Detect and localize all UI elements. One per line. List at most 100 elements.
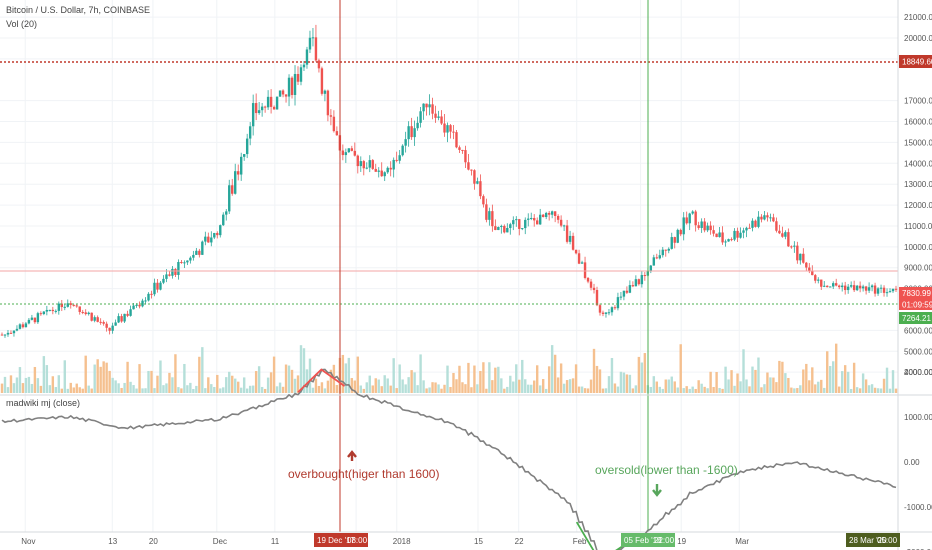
volume-bar — [826, 351, 829, 393]
candle-body — [386, 167, 389, 173]
volume-bar — [855, 387, 859, 393]
candle-body — [54, 310, 58, 312]
high-level-tag: 18849.60 — [902, 58, 932, 67]
candle-body — [204, 236, 207, 242]
candle-body — [673, 237, 676, 243]
price-tick-label: 6000.00 — [904, 326, 932, 335]
volume-bar — [858, 388, 862, 393]
volume-bar — [467, 362, 470, 393]
volume-bar — [78, 387, 81, 393]
candle-body — [245, 138, 249, 155]
volume-bar — [787, 377, 790, 393]
volume-bar — [715, 371, 718, 393]
candle-body — [48, 309, 52, 311]
volume-bar — [362, 388, 365, 393]
volume-bar — [213, 387, 216, 393]
candle-body — [533, 217, 536, 221]
overbought-annotation: overbought(higer than 1600) — [288, 467, 439, 481]
volume-bar — [449, 386, 452, 393]
volume-bar — [652, 376, 656, 393]
candle-body — [377, 170, 380, 172]
candle-body — [829, 286, 832, 288]
candle-body — [832, 283, 835, 287]
volume-bar — [108, 370, 111, 393]
candle-body — [757, 216, 760, 227]
candle-body — [491, 211, 494, 227]
candle-body — [275, 96, 279, 110]
volume-bar — [643, 353, 647, 393]
candle-body — [293, 73, 297, 95]
volume-bar — [269, 372, 273, 393]
volume-bar — [386, 378, 389, 393]
volume-bar — [27, 376, 31, 393]
candle-body — [691, 211, 694, 214]
candle-body — [234, 171, 237, 194]
volume-bar — [335, 385, 339, 393]
cursor-top-date: 19 Dec '17 — [317, 536, 356, 545]
volume-bar — [685, 386, 688, 393]
time-tick-label: 2018 — [393, 537, 411, 546]
volume-bar — [565, 380, 569, 393]
volume-bar — [18, 367, 22, 393]
candle-body — [799, 253, 802, 261]
volume-bar — [171, 377, 174, 393]
candle-body — [359, 161, 362, 167]
candle-body — [419, 111, 422, 123]
volume-bar — [290, 369, 294, 393]
candle-body — [410, 126, 413, 138]
volume-bar — [547, 366, 551, 393]
volume-bar — [742, 349, 745, 393]
candle-body — [425, 103, 428, 108]
candle-body — [350, 148, 354, 151]
candle-body — [763, 215, 766, 220]
volume-bar — [153, 388, 156, 393]
volume-bar — [736, 373, 739, 393]
candle-body — [661, 249, 664, 256]
volume-bar — [553, 354, 557, 393]
candle-body — [470, 169, 473, 171]
volume-bar — [254, 371, 258, 393]
oscillator-line — [1, 368, 897, 550]
candle-body — [607, 312, 611, 314]
volume-bar — [380, 386, 383, 393]
candle-body — [365, 167, 368, 169]
candle-body — [108, 327, 111, 331]
candle-body — [440, 116, 443, 124]
volume-bar — [129, 381, 132, 393]
candle-body — [622, 290, 626, 297]
volume-bar — [416, 385, 419, 393]
candle-body — [565, 225, 569, 242]
volume-bar — [458, 365, 461, 393]
time-tick-label: Dec — [213, 537, 227, 546]
volume-bar — [90, 388, 93, 393]
candle-body — [604, 312, 608, 314]
indicator-axis[interactable]: 2000.00 1000.00 0.00 -1000.00 -2000.00 — [904, 368, 932, 550]
volume-bar — [559, 363, 563, 393]
volume-bar — [700, 383, 703, 393]
volume-bar — [440, 388, 443, 393]
volume-bar — [216, 374, 219, 393]
time-tick-label: 22 — [515, 537, 524, 546]
volume-bar — [30, 383, 34, 393]
candle-body — [688, 213, 691, 224]
volume-bar — [198, 356, 201, 393]
candle-body — [201, 241, 204, 255]
volume-bar — [628, 374, 632, 393]
candle-body — [864, 286, 868, 291]
candle-body — [882, 287, 886, 293]
last-bar-date: 28 Mar '20 — [849, 536, 887, 545]
volume-bar — [667, 379, 670, 393]
candle-body — [849, 285, 853, 287]
candle-body — [66, 303, 69, 307]
candle-body — [694, 211, 697, 226]
candle-body — [287, 77, 291, 97]
volume-bar — [852, 362, 856, 393]
candle-body — [530, 217, 533, 219]
candle-body — [305, 49, 309, 65]
volume-bar — [48, 385, 52, 393]
volume-bar — [637, 356, 641, 393]
volume-bar — [556, 377, 560, 393]
volume-bar — [544, 388, 548, 393]
